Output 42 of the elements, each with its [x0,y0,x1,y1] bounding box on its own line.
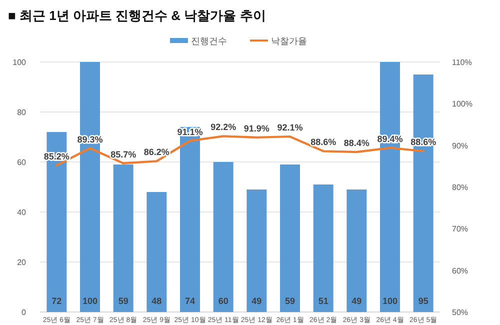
data-label: 59 [284,296,296,306]
y2-tick-label: 100% [452,100,472,109]
bar [246,190,267,312]
data-label: 86.2% [144,147,170,158]
data-label: 95 [418,296,428,306]
data-label: 59 [118,296,128,306]
data-label: 85.7% [110,149,136,160]
data-label: 72 [52,296,62,306]
data-label: 49 [352,296,362,306]
bar [280,164,300,312]
bar [213,162,234,312]
data-label: 91.9% [244,123,270,134]
data-label: 49 [252,296,262,306]
bar [346,190,367,312]
legend-label: 진행건수 [191,36,227,46]
y-tick-label: 60 [17,158,27,167]
y-tick-label: 20 [17,258,27,267]
bar [313,184,334,312]
y2-tick-label: 110% [452,58,472,67]
y-tick-label: 40 [17,208,27,217]
y-tick-label: 80 [17,108,27,117]
y-tick-label: 100 [12,58,27,67]
data-label: 60 [218,296,228,306]
legend-label: 낙찰가율 [271,36,307,46]
bar [113,164,134,312]
data-label: 92.2% [210,122,236,132]
y2-tick-label: 70% [452,224,468,234]
y2-tick-label: 50% [452,308,468,317]
chart-title: ■ 최근 1년 아파트 진행건수 & 낙찰가율 추이 [8,8,266,23]
data-label: 74 [184,296,196,306]
y-tick-label: 0 [22,308,27,317]
y2-tick-label: 60% [452,266,468,276]
data-label: 100 [82,296,98,306]
y2-tick-label: 80% [452,183,468,192]
bar [146,192,167,312]
data-label: 51 [318,296,328,306]
data-label: 88.4% [344,138,370,148]
data-label: 92.1% [277,122,303,133]
data-label: 88.6% [310,137,336,148]
data-label: 100 [382,296,398,306]
data-label: 48 [152,296,162,306]
y2-tick-label: 90% [452,141,468,150]
